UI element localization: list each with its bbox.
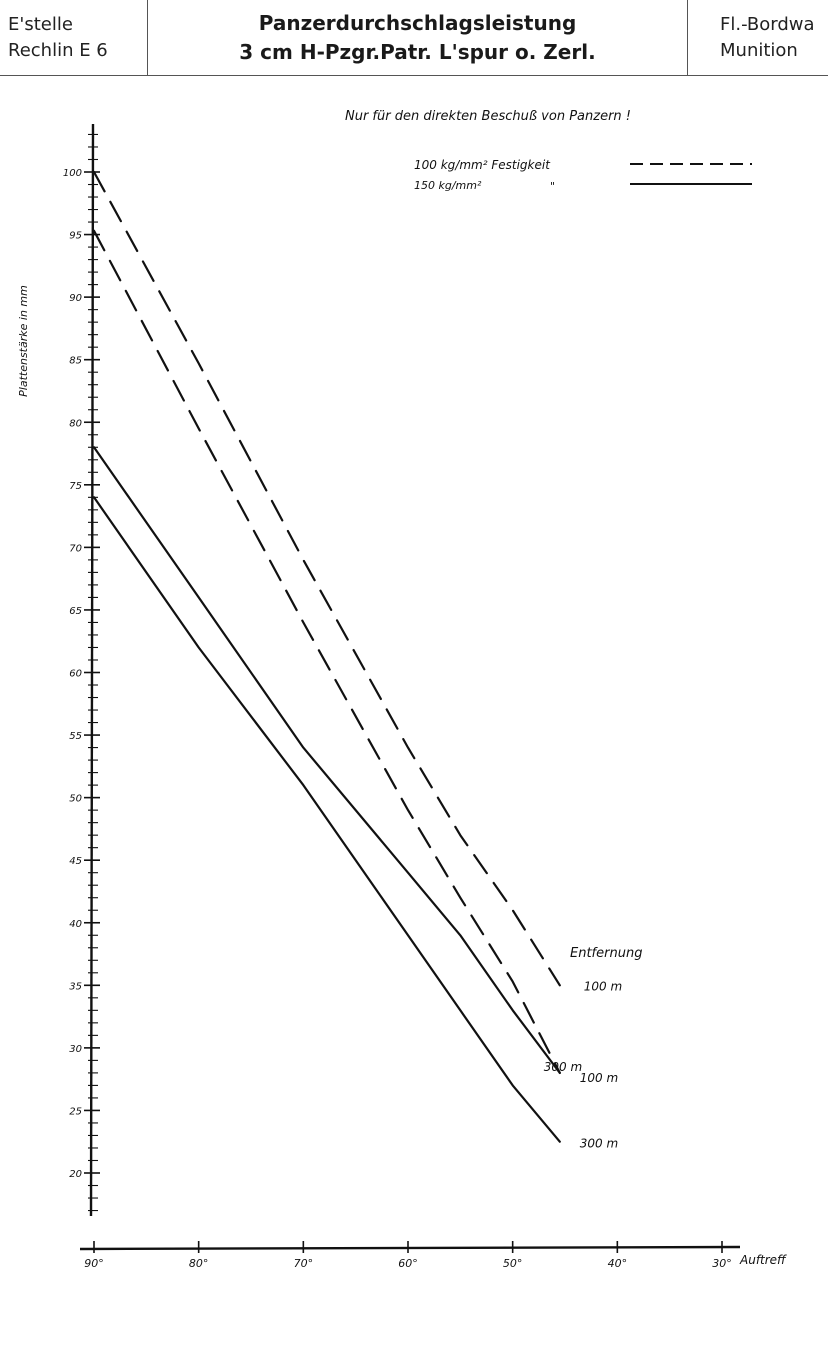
y-tick-label: 50 (69, 794, 82, 805)
legend-ditto-mark: " (550, 180, 555, 193)
y-tick-label: 45 (69, 856, 82, 867)
x-tick-label: 40° (608, 1257, 628, 1270)
y-tick-label: 65 (69, 606, 82, 617)
x-tick-label: 50° (503, 1257, 523, 1270)
solid-series-line-3 (92, 496, 561, 1143)
y-tick-label: 25 (69, 1106, 82, 1117)
x-axis-line (79, 1245, 741, 1251)
header-title-line2: 3 cm H-Pzgr.Patr. L'spur o. Zerl. (239, 40, 596, 64)
y-tick-label: 95 (69, 231, 82, 242)
header-issuer-cell: E'stelle Rechlin E 6 (0, 0, 148, 76)
y-tick-label: 85 (69, 356, 82, 367)
legend-solid-label: 150 kg/mm² (414, 179, 482, 192)
x-tick-label: 30° (712, 1257, 732, 1270)
x-tick-label: 60° (398, 1257, 418, 1270)
series-end-label: 100 m (580, 1071, 618, 1085)
axes-group (79, 123, 741, 1253)
dashed-series-line-0 (92, 170, 561, 987)
series-end-label: 300 m (580, 1137, 618, 1151)
header-issuer-line2: Rechlin E 6 (8, 40, 108, 61)
header-title-line1: Panzerdurchschlagsleistung (258, 11, 577, 35)
chart-title: Nur für den direkten Beschuß von Panzern… (345, 109, 631, 124)
x-tick-label: 80° (189, 1257, 209, 1270)
header-title-cell: Panzerdurchschlagsleistung 3 cm H-Pzgr.P… (148, 0, 688, 76)
x-axis-label: Auftreff (739, 1253, 787, 1267)
y-tick-label: 80 (69, 418, 82, 429)
header-category-cell: Fl.-Bordwa Munition (688, 0, 828, 76)
header-issuer-line1: E'stelle (8, 14, 73, 35)
header-category-line2: Munition (720, 40, 798, 61)
document-header: E'stelle Rechlin E 6 Panzerdurchschlagsl… (0, 0, 828, 76)
series-end-label: 300 m (544, 1060, 582, 1074)
y-tick-label: 20 (69, 1169, 82, 1180)
entfernung-annotation: Entfernung (570, 946, 642, 961)
x-tick-label: 90° (84, 1257, 104, 1270)
y-tick-label: 70 (69, 543, 82, 554)
header-category-line1: Fl.-Bordwa (720, 14, 815, 35)
y-tick-label: 35 (69, 981, 82, 992)
y-tick-label: 60 (69, 669, 82, 680)
chart-area: 20 25 30 35 40 45 50 55 60 65 70 75 80 85 90 95 100 90° 80… (0, 76, 828, 1367)
y-tick-label: 40 (69, 919, 82, 930)
series-group (92, 170, 561, 1143)
y-tick-label: 55 (69, 731, 82, 742)
labels-group: 20 25 30 35 40 45 50 55 60 65 70 75 80 85 90 95 100 90° 80… (63, 168, 732, 1270)
legend-dashed-label: 100 kg/mm² Festigkeit (414, 158, 551, 172)
y-axis-label: Plattenstärke in mm (17, 285, 30, 397)
y-tick-label: 90 (69, 293, 82, 304)
series-end-label: 100 m (584, 979, 622, 993)
x-tick-label: 70° (294, 1257, 314, 1270)
y-axis-line (89, 123, 95, 1217)
y-tick-label: 100 (63, 168, 82, 179)
y-tick-label: 30 (69, 1044, 82, 1055)
y-tick-label: 75 (69, 481, 82, 492)
penetration-chart: 20 25 30 35 40 45 50 55 60 65 70 75 80 85 90 95 100 90° 80… (17, 109, 787, 1270)
dashed-series-line-1 (92, 229, 561, 1075)
solid-series-line-2 (92, 446, 561, 1075)
